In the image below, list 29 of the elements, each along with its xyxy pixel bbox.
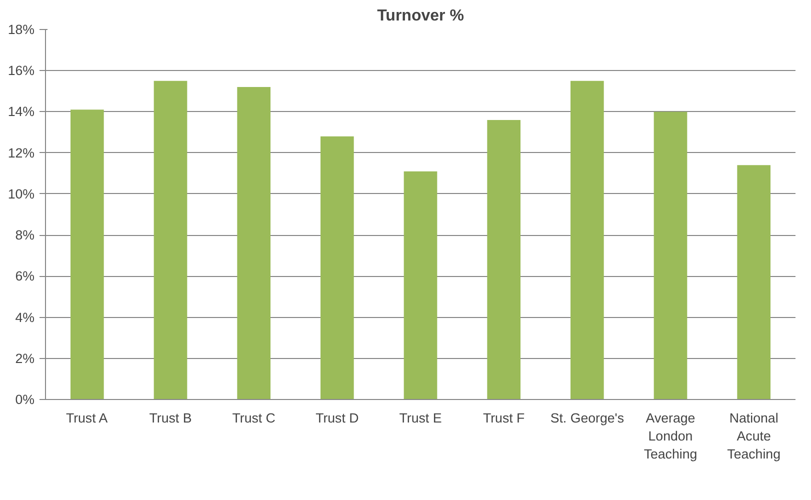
- bar: [737, 165, 770, 400]
- y-tick-label: 0%: [15, 392, 35, 407]
- x-tick-label: Average London Teaching: [644, 410, 698, 462]
- bar: [654, 112, 688, 400]
- bar: [570, 80, 604, 400]
- y-tick-label: 10%: [8, 186, 35, 202]
- x-tick-label: Trust A: [66, 410, 108, 426]
- x-tick-label: Trust E: [399, 410, 442, 426]
- y-tick-label: 4%: [15, 310, 35, 325]
- bar: [70, 110, 104, 400]
- y-tick-label: 6%: [15, 268, 35, 284]
- y-tick-label: 2%: [15, 350, 35, 366]
- bar: [404, 171, 438, 400]
- chart-title: Turnover %: [377, 8, 464, 24]
- bar: [154, 80, 188, 400]
- y-tick-label: 18%: [8, 22, 35, 37]
- y-tick-label: 12%: [8, 145, 35, 160]
- x-tick-label: Trust C: [232, 410, 276, 426]
- bar: [237, 87, 270, 400]
- x-tick-label: Trust B: [149, 410, 192, 426]
- bar: [320, 136, 354, 400]
- y-tick-label: 8%: [15, 228, 35, 243]
- x-tick-label: Trust F: [482, 410, 525, 426]
- x-tick-label: Trust D: [316, 410, 359, 426]
- x-tick-label: National Acute Teaching: [727, 410, 781, 462]
- y-tick-label: 14%: [8, 104, 35, 120]
- x-tick-label: St. George's: [550, 410, 624, 426]
- bar: [487, 120, 520, 400]
- y-tick-label: 16%: [8, 63, 35, 78]
